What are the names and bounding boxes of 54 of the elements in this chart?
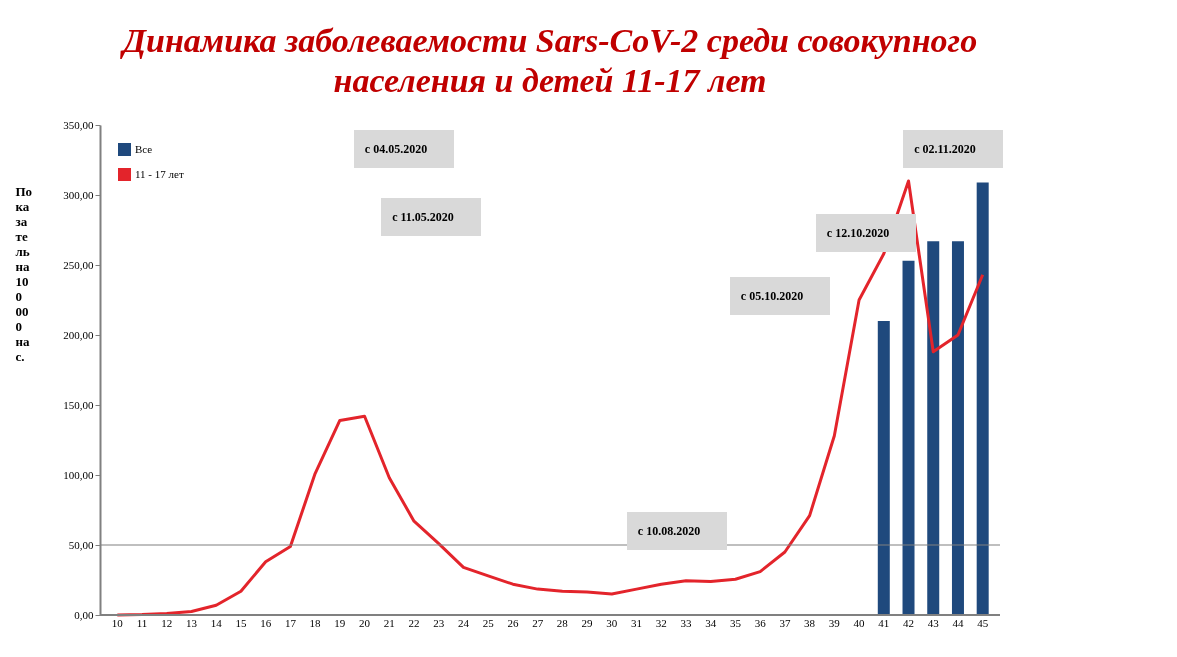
x-tick-label: 25 <box>482 616 495 629</box>
x-tick-label: 12 <box>161 616 173 629</box>
x-tick-label: 45 <box>977 616 989 629</box>
y-tick-label: 200,00 <box>63 328 94 341</box>
y-tick-label: 250,00 <box>63 258 94 271</box>
x-tick-label: 29 <box>581 616 594 629</box>
x-tick-label: 32 <box>655 616 667 629</box>
x-tick-label: 28 <box>556 616 569 629</box>
x-tick-label: 10 <box>111 616 124 629</box>
y-tick-label: 150,00 <box>63 398 94 411</box>
y-tick-label: 0,00 <box>74 608 94 621</box>
annotation: с 10.08.2020 <box>637 524 701 538</box>
x-tick-label: 31 <box>631 616 643 629</box>
y-tick-label: 350,00 <box>63 118 94 131</box>
x-tick-label: 34 <box>705 616 717 629</box>
x-tick-label: 44 <box>952 616 964 629</box>
x-tick-label: 33 <box>680 616 692 629</box>
annotation: с 12.10.2020 <box>826 226 890 240</box>
x-tick-label: 13 <box>185 616 198 629</box>
x-tick-label: 21 <box>383 616 395 629</box>
annotation: с 04.05.2020 <box>364 142 428 156</box>
x-tick-label: 23 <box>433 616 445 629</box>
x-tick-label: 38 <box>804 616 816 629</box>
x-tick-label: 24 <box>457 616 470 629</box>
x-tick-label: 35 <box>729 616 742 629</box>
x-tick-label: 42 <box>903 616 915 629</box>
chart-title: Динамика заболеваемости Sars-CoV-2 среди совокупного населения и детей 11-17 лет <box>119 22 978 99</box>
legend-label: 11 - 17 лет <box>135 167 184 180</box>
x-tick-label: 15 <box>235 616 247 629</box>
legend-label: Все <box>135 142 153 155</box>
x-tick-label: 14 <box>210 616 223 629</box>
x-tick-label: 39 <box>828 616 841 629</box>
y-tick-label: 100,00 <box>63 468 94 481</box>
x-tick-label: 16 <box>260 616 272 629</box>
x-tick-label: 26 <box>507 616 519 629</box>
x-tick-label: 30 <box>606 616 618 629</box>
x-tick-label: 18 <box>309 616 322 629</box>
x-tick-label: 17 <box>284 616 297 629</box>
annotation: с 02.11.2020 <box>914 142 976 156</box>
x-tick-label: 37 <box>779 616 791 629</box>
x-tick-label: 36 <box>754 616 767 629</box>
annotation: с 11.05.2020 <box>392 210 454 224</box>
x-tick-label: 40 <box>853 616 866 629</box>
x-tick-label: 27 <box>532 616 544 629</box>
x-tick-label: 19 <box>334 616 346 629</box>
text: Показатель на 100 000 нас. <box>15 183 33 364</box>
x-tick-label: 11 <box>136 616 148 629</box>
x-tick-label: 41 <box>878 616 890 629</box>
x-tick-label: 20 <box>359 616 371 629</box>
x-tick-label: 22 <box>408 616 420 629</box>
y-tick-label: 50,00 <box>68 538 94 551</box>
y-tick-label: 300,00 <box>63 188 94 201</box>
x-tick-label: 43 <box>927 616 940 629</box>
annotation: с 05.10.2020 <box>740 289 804 303</box>
